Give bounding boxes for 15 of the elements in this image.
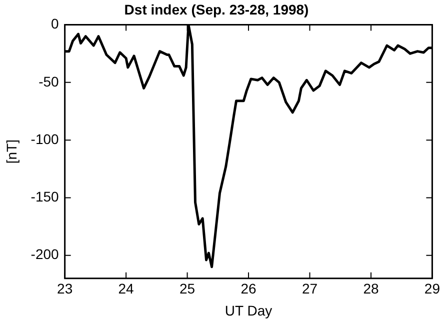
y-tick-label: 0	[51, 16, 60, 32]
x-tick-label: 25	[179, 280, 196, 297]
x-axis-title: UT Day	[224, 302, 272, 318]
x-tick-label: 23	[57, 280, 73, 297]
y-axis-title: [nT]	[3, 140, 20, 164]
x-tick-label: 24	[118, 280, 134, 297]
chart-title: Dst index (Sep. 23-28, 1998)	[124, 1, 309, 18]
y-tick-label: -100	[30, 130, 60, 147]
y-tick-label: -150	[30, 188, 60, 205]
y-tick-label: -50	[38, 73, 60, 90]
x-tick-label: 26	[240, 280, 257, 297]
x-tick-label: 27	[302, 280, 318, 297]
y-tick-label: -200	[30, 246, 60, 262]
x-tick-label: 28	[363, 280, 379, 297]
x-tick-label: 29	[424, 280, 440, 297]
